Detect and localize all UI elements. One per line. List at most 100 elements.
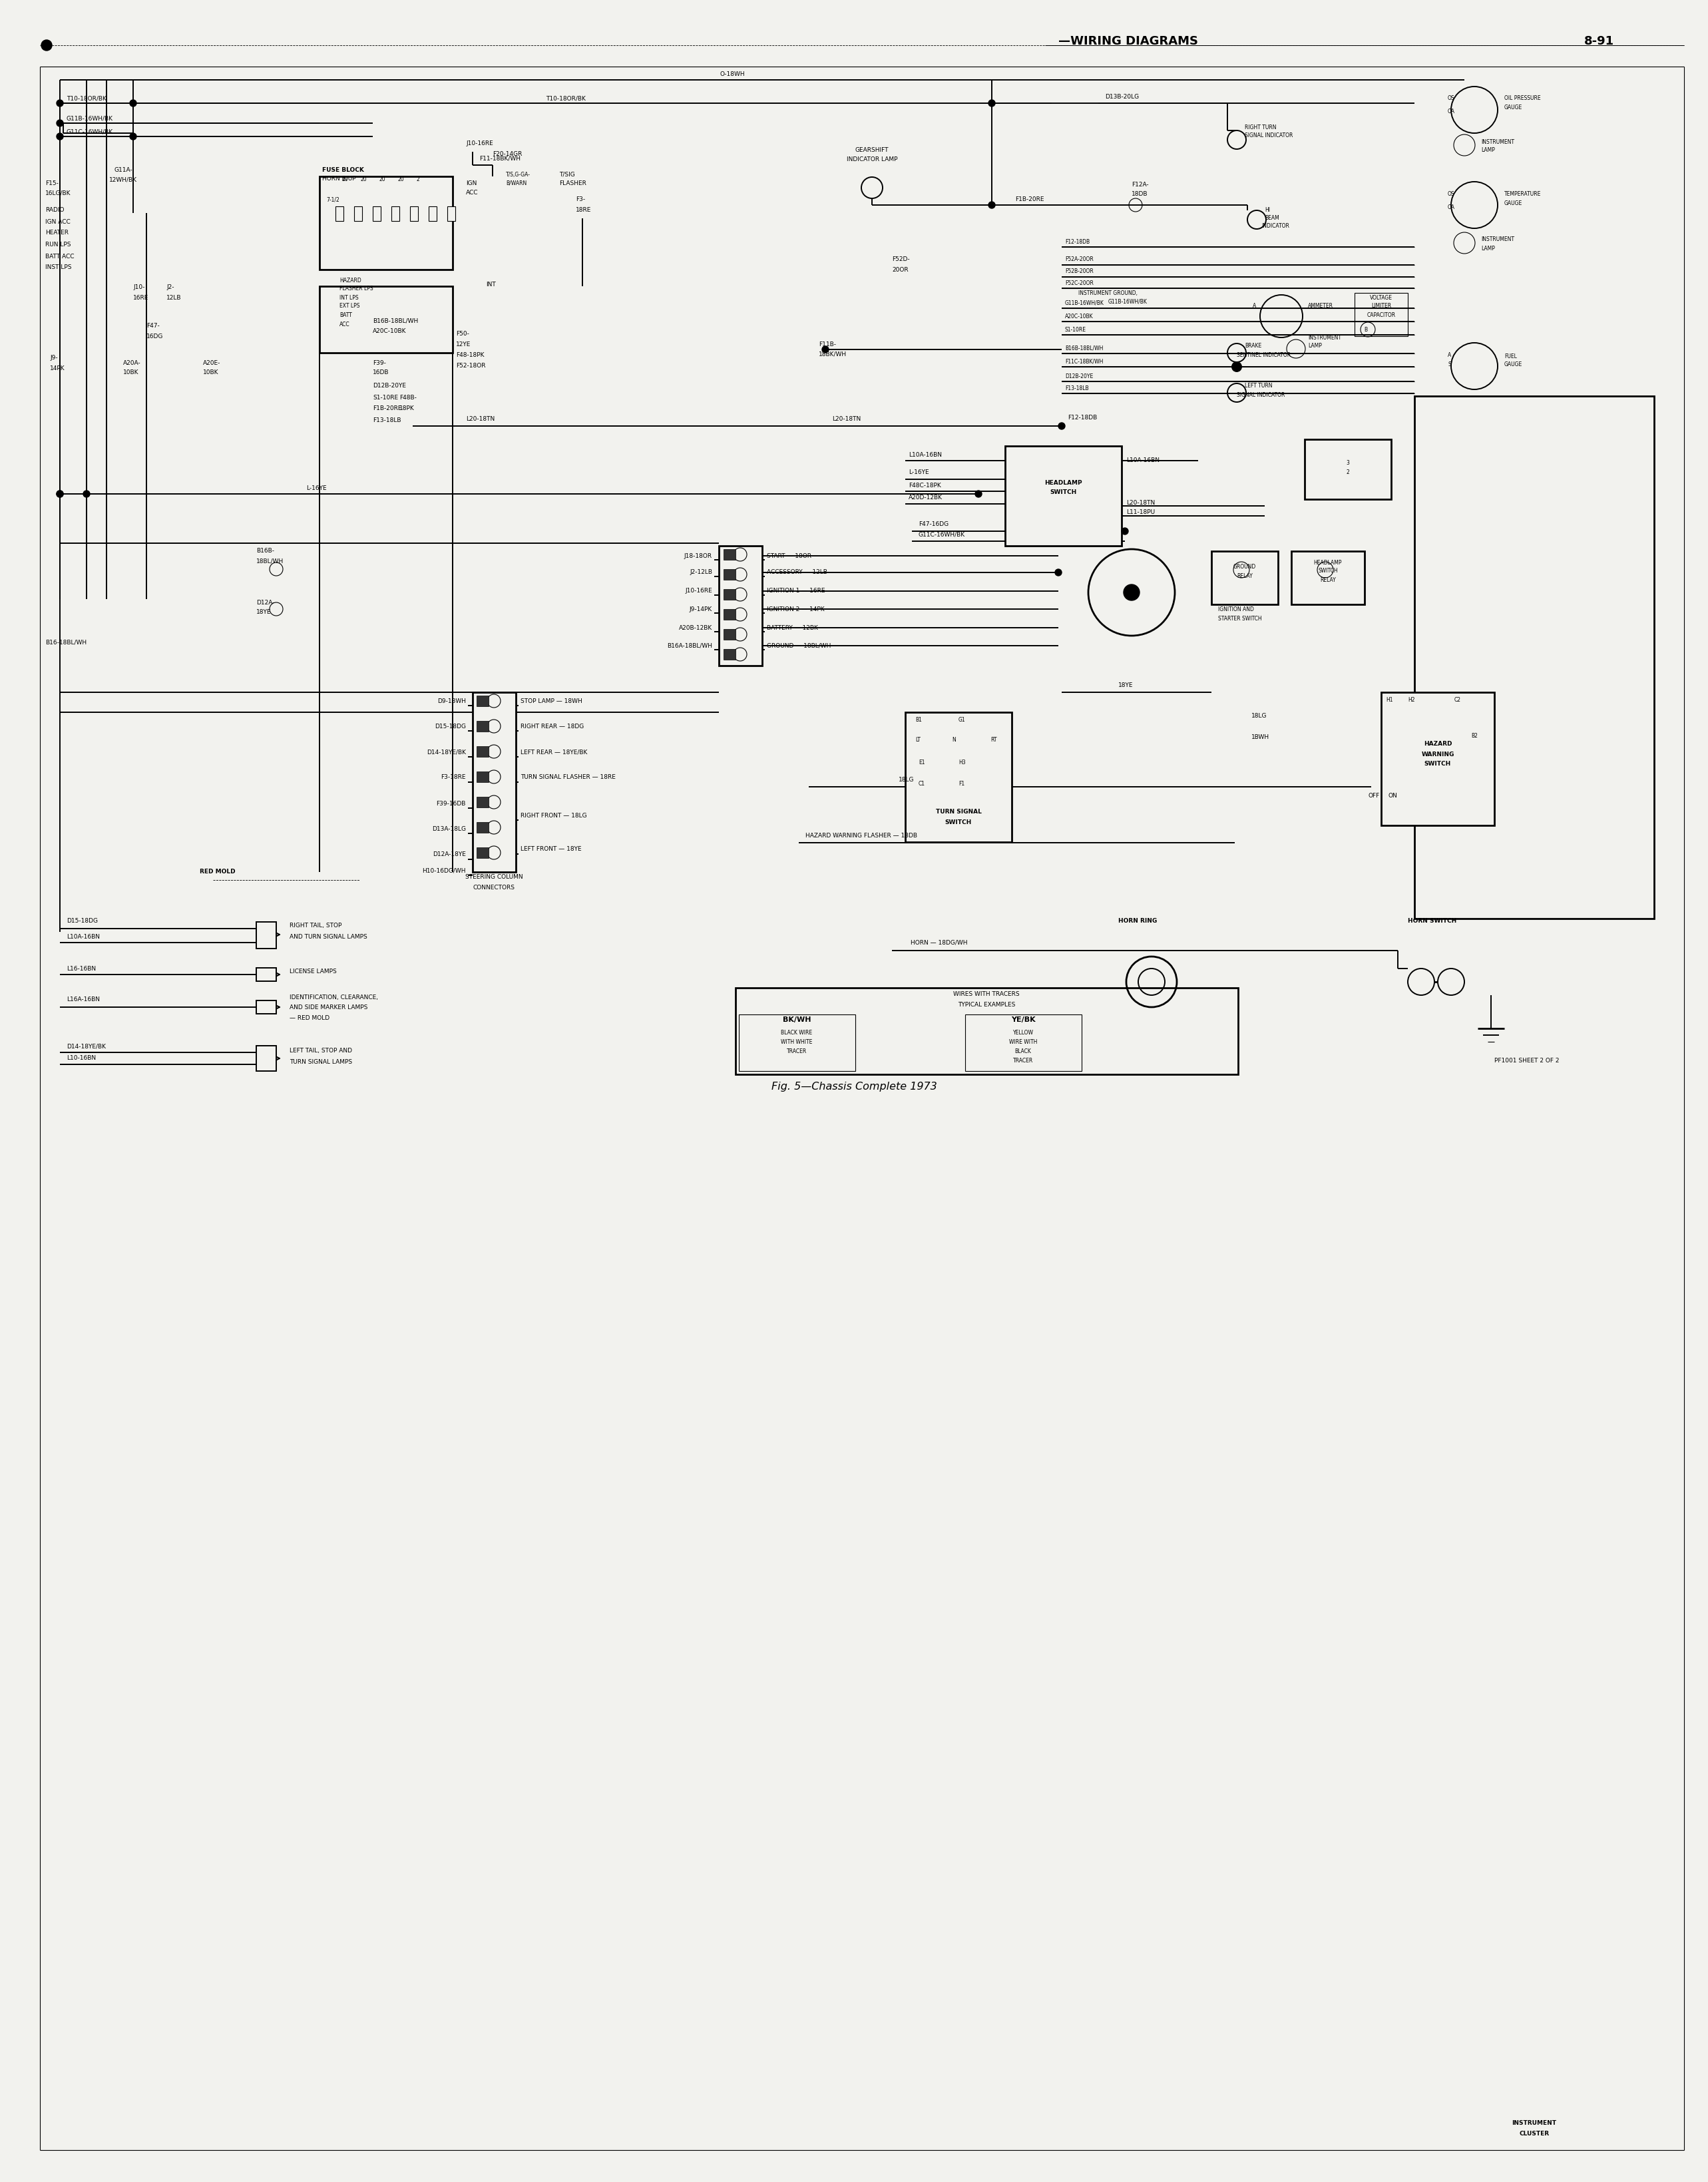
Bar	[477, 696, 488, 707]
Bar	[477, 847, 488, 858]
Text: SWITCH: SWITCH	[945, 818, 972, 825]
Text: B16-18BL/WH: B16-18BL/WH	[46, 639, 87, 646]
Text: L20-18TN: L20-18TN	[466, 417, 495, 423]
Text: B16A-18BL/WH: B16A-18BL/WH	[666, 644, 712, 648]
Text: 20: 20	[360, 177, 367, 183]
Text: IGNITION 1 — 16RE: IGNITION 1 — 16RE	[767, 589, 825, 594]
Text: LEFT FRONT — 18YE: LEFT FRONT — 18YE	[521, 847, 581, 853]
Bar	[1004, 445, 1122, 546]
Text: G11B-16WH/BK: G11B-16WH/BK	[1108, 299, 1148, 305]
Text: D14-18YE/BK: D14-18YE/BK	[67, 1043, 106, 1050]
Text: BLACK: BLACK	[1015, 1050, 1032, 1054]
Text: F47-: F47-	[147, 323, 159, 329]
Text: TYPICAL EXAMPLES: TYPICAL EXAMPLES	[958, 1002, 1015, 1008]
Bar	[1291, 552, 1365, 604]
Text: TRACER: TRACER	[787, 1050, 806, 1054]
Text: START — 18OR: START — 18OR	[767, 552, 811, 559]
Text: PF1001 SHEET 2 OF 2: PF1001 SHEET 2 OF 2	[1494, 1058, 1559, 1065]
Text: B16B-18BL/WH: B16B-18BL/WH	[372, 319, 418, 323]
Text: B: B	[1365, 327, 1368, 332]
Text: BK/WH: BK/WH	[782, 1017, 811, 1023]
Text: HI: HI	[1264, 207, 1271, 214]
Text: C1: C1	[919, 781, 926, 788]
Text: HEADLAMP: HEADLAMP	[1313, 559, 1342, 565]
Text: OIL PRESSURE: OIL PRESSURE	[1505, 96, 1541, 103]
Text: 18PK: 18PK	[400, 406, 415, 410]
Text: F39-: F39-	[372, 360, 386, 367]
Bar	[724, 628, 736, 639]
Text: D12B-20YE: D12B-20YE	[372, 384, 407, 388]
Text: GROUND — 18BL/WH: GROUND — 18BL/WH	[767, 644, 832, 648]
Bar	[354, 207, 362, 220]
Text: B16B-: B16B-	[256, 548, 275, 554]
Text: F47-16DG: F47-16DG	[919, 521, 948, 528]
Text: A: A	[1254, 303, 1257, 310]
Text: CAPACITOR: CAPACITOR	[1366, 312, 1395, 319]
Text: J10-16RE: J10-16RE	[466, 140, 494, 146]
Text: H3: H3	[958, 759, 965, 766]
Text: IGNITION AND: IGNITION AND	[1218, 607, 1254, 613]
Text: F12-18DB: F12-18DB	[1066, 238, 1090, 244]
Text: 20: 20	[398, 177, 403, 183]
Text: A20B-12BK: A20B-12BK	[678, 624, 712, 631]
Text: D12B-20YE: D12B-20YE	[1066, 373, 1093, 380]
Text: 12LB: 12LB	[166, 295, 181, 301]
Text: GROUND: GROUND	[1233, 565, 1255, 570]
Text: A20C-10BK: A20C-10BK	[1066, 314, 1093, 319]
Text: G11C-16WH/BK: G11C-16WH/BK	[919, 532, 965, 537]
Text: J18-18OR: J18-18OR	[685, 552, 712, 559]
Bar	[477, 746, 488, 757]
Text: HEADLAMP: HEADLAMP	[1044, 480, 1081, 487]
Text: J2-: J2-	[166, 284, 174, 290]
Text: J10-: J10-	[133, 284, 145, 290]
Text: T/S,G-GA-: T/S,G-GA-	[506, 172, 531, 177]
Text: 3: 3	[1346, 460, 1349, 465]
Text: —WIRING DIAGRAMS: —WIRING DIAGRAMS	[1059, 35, 1197, 48]
Text: F52C-20OR: F52C-20OR	[1066, 279, 1093, 286]
Text: SWITCH: SWITCH	[1424, 762, 1452, 768]
Circle shape	[1059, 423, 1066, 430]
Bar	[905, 711, 1011, 842]
Bar	[719, 546, 762, 666]
Text: E1: E1	[919, 759, 926, 766]
Text: YE/BK: YE/BK	[1011, 1017, 1035, 1023]
Text: FLASHER LPS: FLASHER LPS	[340, 286, 372, 292]
Text: HORN SWITCH: HORN SWITCH	[1407, 919, 1457, 925]
Text: SWITCH: SWITCH	[1050, 489, 1076, 495]
Text: 18YE: 18YE	[256, 609, 272, 615]
Bar	[724, 570, 736, 580]
Text: B1: B1	[915, 718, 922, 722]
Text: L16A-16BN: L16A-16BN	[67, 997, 99, 1004]
Text: L-16YE: L-16YE	[306, 484, 326, 491]
Bar	[447, 207, 456, 220]
Bar	[1305, 439, 1390, 500]
Text: TURN SIGNAL: TURN SIGNAL	[936, 810, 982, 816]
Text: 20OR: 20OR	[892, 266, 909, 273]
Text: BEAM: BEAM	[1264, 216, 1279, 220]
Text: INT: INT	[485, 281, 495, 288]
Bar	[335, 207, 343, 220]
Circle shape	[1231, 362, 1242, 373]
Text: F15-: F15-	[46, 181, 58, 188]
Text: RIGHT TURN: RIGHT TURN	[1245, 124, 1276, 131]
Text: L11-18PU: L11-18PU	[1126, 511, 1155, 515]
Text: CONNECTORS: CONNECTORS	[473, 884, 514, 890]
Text: 8-91: 8-91	[1585, 35, 1614, 48]
Text: WARNING: WARNING	[1421, 751, 1454, 757]
Text: F48-18PK: F48-18PK	[456, 351, 485, 358]
Text: AND TURN SIGNAL LAMPS: AND TURN SIGNAL LAMPS	[290, 934, 367, 940]
Text: T10-18OR/BK: T10-18OR/BK	[547, 96, 586, 103]
Text: LT: LT	[915, 738, 921, 744]
Text: 18YE: 18YE	[1119, 683, 1132, 690]
Bar	[477, 796, 488, 807]
Text: F52B-20OR: F52B-20OR	[1066, 268, 1093, 275]
Text: 16RE: 16RE	[133, 295, 149, 301]
Text: ACCESSORY — 12LB: ACCESSORY — 12LB	[767, 570, 827, 576]
Text: L10A-16BN: L10A-16BN	[67, 934, 99, 940]
Text: OS: OS	[1448, 96, 1455, 103]
Text: F1B-20RE: F1B-20RE	[1015, 196, 1044, 203]
Text: B/WARN: B/WARN	[506, 181, 526, 185]
Text: L20-18TN: L20-18TN	[832, 417, 861, 423]
Text: D15-18DG: D15-18DG	[434, 722, 466, 729]
Text: RED MOLD: RED MOLD	[200, 868, 236, 875]
